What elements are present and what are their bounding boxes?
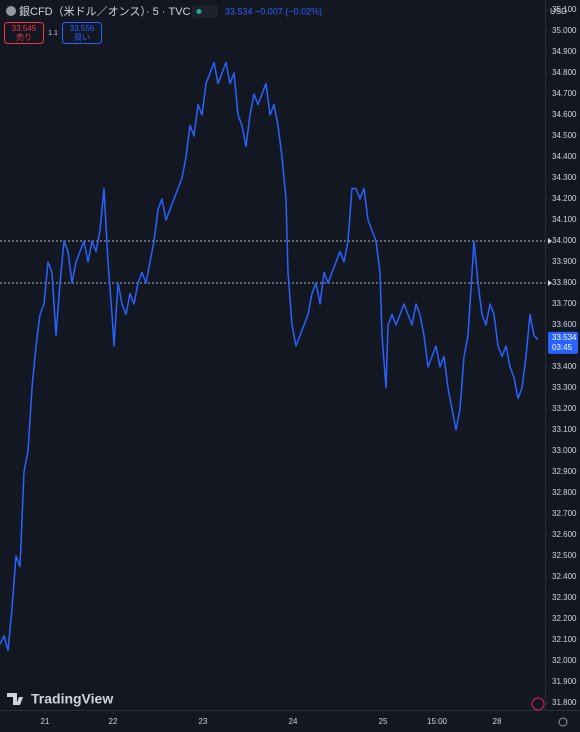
x-tick-label: 22	[109, 717, 118, 726]
y-tick-label: 32.700	[552, 509, 577, 518]
x-tick-label: 28	[493, 717, 502, 726]
status-badge	[192, 5, 218, 18]
x-tick-label: 21	[41, 717, 50, 726]
logo-icon	[7, 693, 23, 705]
y-tick-label: 32.600	[552, 530, 577, 539]
buy-button[interactable]	[62, 22, 102, 44]
price-line-series	[0, 61, 539, 652]
settings-icon[interactable]	[558, 717, 568, 727]
countdown: 03:45	[552, 343, 573, 352]
y-tick-label: 33.000	[552, 446, 577, 455]
quote: 33.534 −0.007 (−0.02%)	[225, 6, 322, 16]
y-tick-label: 34.300	[552, 173, 577, 182]
sell-price: 33.545	[12, 24, 37, 33]
last-price-box	[548, 331, 578, 354]
y-tick-label: 34.800	[552, 68, 577, 77]
y-tick-label: 32.300	[552, 593, 577, 602]
y-tick-label: 32.400	[552, 572, 577, 581]
buy-price: 33.556	[70, 24, 95, 33]
spread: 1.1	[48, 30, 58, 37]
x-tick-label: 24	[289, 717, 298, 726]
status-dot	[196, 9, 202, 14]
y-tick-label: 32.100	[552, 635, 577, 644]
currency[interactable]: USD	[550, 7, 567, 16]
y-tick-label: 33.700	[552, 299, 577, 308]
y-tick-label: 32.500	[552, 551, 577, 560]
y-tick-label: 31.900	[552, 677, 577, 686]
y-tick-label: 32.200	[552, 614, 577, 623]
buy-label: 買い	[74, 33, 90, 42]
y-tick-label: 35.100	[552, 5, 577, 14]
y-tick-label: 33.100	[552, 425, 577, 434]
y-tick-label: 35.000	[552, 26, 577, 35]
last-price-label: 33.534	[552, 333, 577, 342]
sell-button[interactable]	[4, 22, 44, 44]
x-tick-label: 23	[199, 717, 208, 726]
x-tick-label: 25	[379, 717, 388, 726]
x-tick-label: 15:00	[427, 717, 448, 726]
y-tick-label: 34.700	[552, 89, 577, 98]
price-line-marker	[548, 238, 552, 244]
y-tick-label: 34.400	[552, 152, 577, 161]
y-tick-label: 34.100	[552, 215, 577, 224]
logo: TradingView	[31, 691, 113, 707]
y-tick-label: 31.800	[552, 698, 577, 707]
alert-icon[interactable]	[531, 697, 545, 711]
y-tick-label: 34.200	[552, 194, 577, 203]
symbol-icon	[6, 6, 16, 16]
y-tick-label: 34.000	[552, 236, 577, 245]
y-tick-label: 33.900	[552, 257, 577, 266]
y-tick-label: 33.300	[552, 383, 577, 392]
sell-label: 売り	[16, 32, 32, 42]
y-tick-label: 34.600	[552, 110, 577, 119]
y-tick-label: 33.600	[552, 320, 577, 329]
y-tick-label: 32.900	[552, 467, 577, 476]
y-tick-label: 34.500	[552, 131, 577, 140]
y-tick-label: 34.900	[552, 47, 577, 56]
price-line-marker	[548, 280, 552, 286]
y-tick-label: 33.800	[552, 278, 577, 287]
y-tick-label: 33.400	[552, 362, 577, 371]
y-tick-label: 32.800	[552, 488, 577, 497]
y-tick-label: 32.000	[552, 656, 577, 665]
symbol: 銀CFD（米ドル／オンス）· 5 · TVC	[19, 4, 191, 18]
y-tick-label: 33.200	[552, 404, 577, 413]
